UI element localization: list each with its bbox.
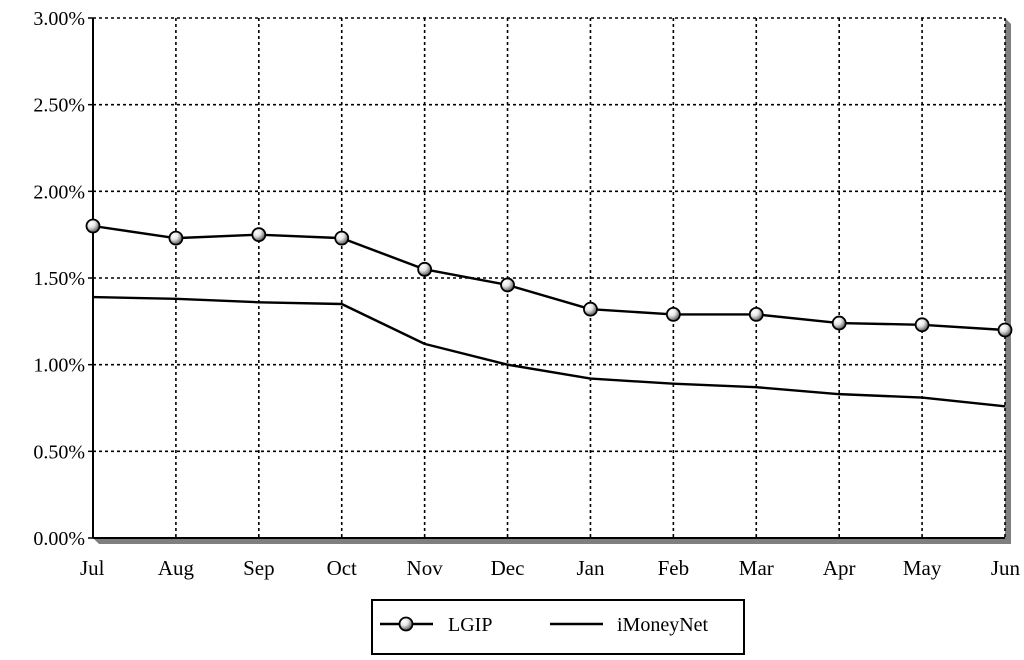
legend-box bbox=[371, 599, 745, 655]
series-line bbox=[92, 295, 1006, 408]
y-tick-label: 1.00% bbox=[33, 355, 85, 377]
data-point bbox=[748, 306, 764, 322]
y-tick-label: 0.00% bbox=[33, 528, 85, 550]
data-point bbox=[168, 230, 184, 246]
legend-label-imoneynet: iMoneyNet bbox=[617, 614, 709, 636]
data-point bbox=[334, 230, 350, 246]
gridlines bbox=[92, 17, 1006, 539]
x-tick-label: Dec bbox=[491, 556, 525, 580]
data-point bbox=[997, 322, 1013, 338]
y-tick-label: 1.50% bbox=[33, 268, 85, 290]
data-point bbox=[417, 261, 433, 277]
data-point bbox=[85, 218, 101, 234]
x-axis-ticks: Jul Aug Sep Oct Nov Dec Jan Feb Mar Apr May Jun bbox=[80, 556, 1020, 580]
y-tick-label: 2.00% bbox=[33, 181, 85, 203]
x-tick-label: Sep bbox=[243, 556, 275, 580]
x-tick-label: May bbox=[903, 556, 942, 580]
data-point bbox=[251, 227, 267, 243]
y-tick-label: 0.50% bbox=[33, 441, 85, 463]
series-lgip bbox=[85, 218, 1013, 338]
legend: LGIP iMoneyNet bbox=[371, 599, 745, 655]
x-tick-label: Nov bbox=[407, 556, 444, 580]
x-tick-label: Aug bbox=[158, 556, 195, 580]
y-axis-ticks: 0.00% 0.50% 1.00% 1.50% 2.00% 2.50% 3.00% bbox=[33, 8, 93, 550]
x-tick-label: Jul bbox=[80, 556, 105, 580]
data-point bbox=[500, 277, 515, 293]
y-tick-label: 2.50% bbox=[33, 95, 85, 117]
x-tick-label: Jan bbox=[576, 556, 604, 580]
data-point bbox=[914, 317, 930, 333]
x-tick-label: Jun bbox=[991, 556, 1021, 580]
series-line bbox=[92, 224, 1006, 332]
legend-marker-lgip bbox=[398, 616, 414, 632]
legend-label-lgip: LGIP bbox=[448, 614, 492, 636]
x-tick-label: Oct bbox=[327, 556, 357, 580]
series-imoneynet bbox=[92, 295, 1006, 408]
y-tick-label: 3.00% bbox=[33, 8, 85, 30]
data-point bbox=[665, 306, 681, 322]
x-tick-label: Apr bbox=[823, 556, 856, 580]
x-tick-label: Mar bbox=[739, 556, 774, 580]
series-layer bbox=[85, 218, 1013, 408]
data-point bbox=[831, 315, 847, 331]
data-point bbox=[583, 301, 598, 317]
x-tick-label: Feb bbox=[658, 556, 690, 580]
